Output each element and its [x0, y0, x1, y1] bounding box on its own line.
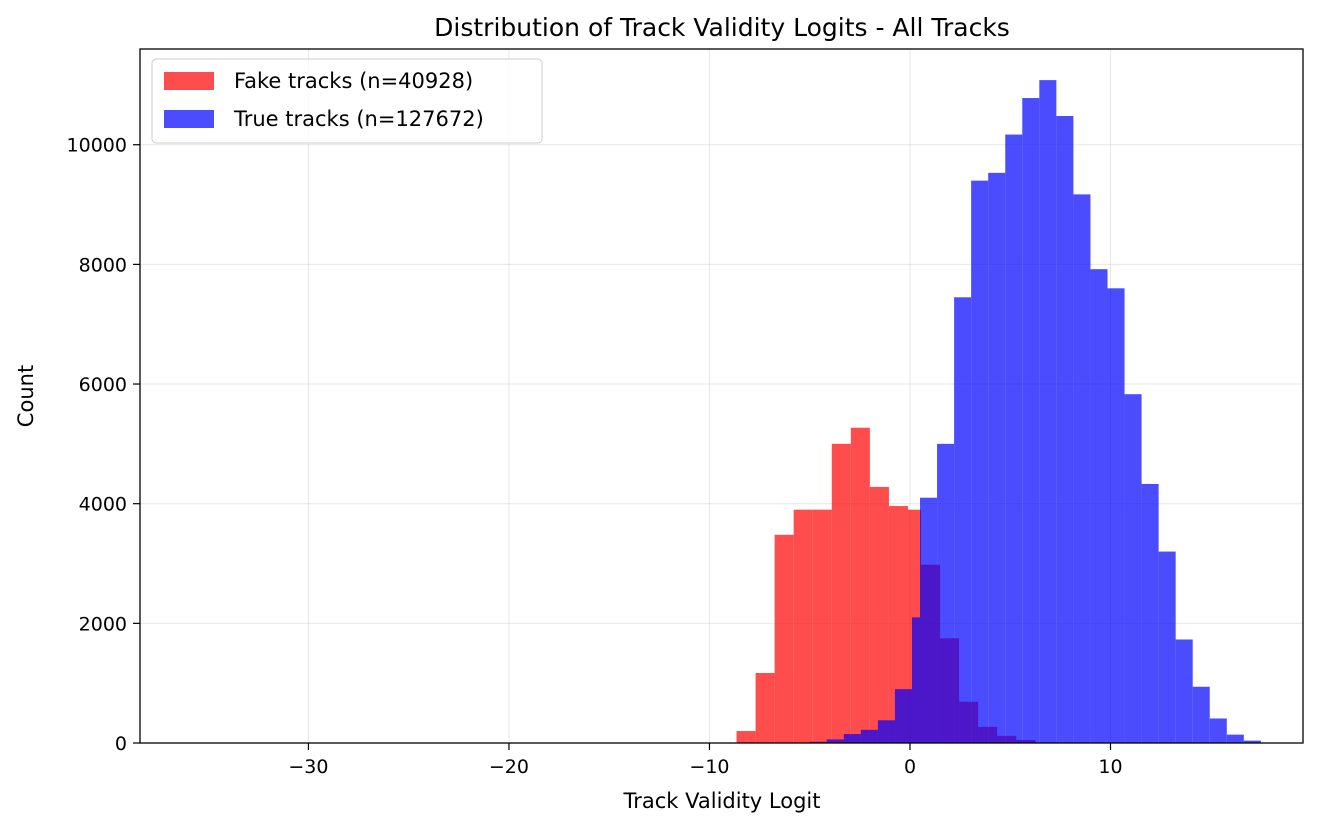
histogram-bar [774, 534, 794, 743]
y-tick-label: 4000 [79, 494, 127, 516]
legend-box [151, 58, 543, 144]
y-axis-label: Count [14, 365, 38, 427]
y-tick-label: 0 [115, 733, 127, 755]
histogram-bar [1090, 269, 1108, 743]
histogram-bar [1107, 288, 1125, 743]
legend-swatch-fake [164, 72, 214, 90]
y-tick-label: 8000 [79, 254, 127, 276]
legend: Fake tracks (n=40928) True tracks (n=127… [151, 58, 543, 144]
histogram-bar [826, 739, 844, 743]
histogram-bar [1039, 80, 1057, 743]
y-tick-label: 10000 [67, 135, 127, 157]
histogram-bar [793, 509, 813, 743]
x-axis-label: Track Validity Logit [623, 789, 821, 813]
axis-ticks: −30 −20 −10 0 10 0 2000 4000 6000 8000 10000 [67, 135, 1123, 778]
histogram-bar [1243, 740, 1261, 743]
legend-swatch-true [164, 110, 214, 128]
histogram-bar [988, 172, 1006, 743]
histogram-bar [1192, 686, 1210, 743]
chart-title: Distribution of Track Validity Logits - … [434, 13, 1010, 42]
histogram-bar [937, 443, 955, 743]
x-tick-label: 0 [904, 756, 916, 778]
plot-frame [139, 48, 1304, 744]
histogram-bar [1141, 483, 1159, 743]
bars [736, 80, 1261, 744]
histogram-bar [1158, 551, 1176, 743]
legend-label-fake: Fake tracks (n=40928) [234, 69, 473, 93]
histogram-bar [971, 180, 989, 743]
histogram-bar [1226, 734, 1244, 743]
histogram-bar [1022, 98, 1040, 744]
histogram-bar [1124, 394, 1142, 743]
histogram-bar [831, 443, 851, 743]
histogram-bar [954, 297, 972, 743]
histogram-bar [736, 731, 756, 743]
histogram-bar [812, 509, 832, 743]
histogram-bar [888, 506, 908, 743]
x-tick-label: −30 [288, 756, 328, 778]
x-tick-label: −10 [689, 756, 729, 778]
histogram-bar [843, 734, 861, 743]
y-tick-label: 2000 [79, 613, 127, 635]
histogram-bar [894, 689, 912, 743]
histogram-bar [1209, 718, 1227, 743]
histogram-bar [1005, 134, 1023, 743]
histogram-bar [860, 729, 878, 743]
y-tick-label: 6000 [79, 374, 127, 396]
histogram-bar [1073, 194, 1091, 743]
histogram-bar [877, 720, 895, 743]
histogram-bar [920, 497, 938, 743]
series-true [809, 80, 1261, 744]
x-tick-label: 10 [1098, 756, 1122, 778]
histogram-bar [869, 486, 889, 743]
legend-label-true: True tracks (n=127672) [233, 107, 484, 131]
histogram-bar [911, 617, 921, 743]
histogram-bar [755, 673, 775, 743]
histogram-bar [1056, 116, 1074, 743]
histogram-bar [850, 427, 870, 743]
histogram-bar [1175, 639, 1193, 743]
x-tick-label: −20 [489, 756, 529, 778]
